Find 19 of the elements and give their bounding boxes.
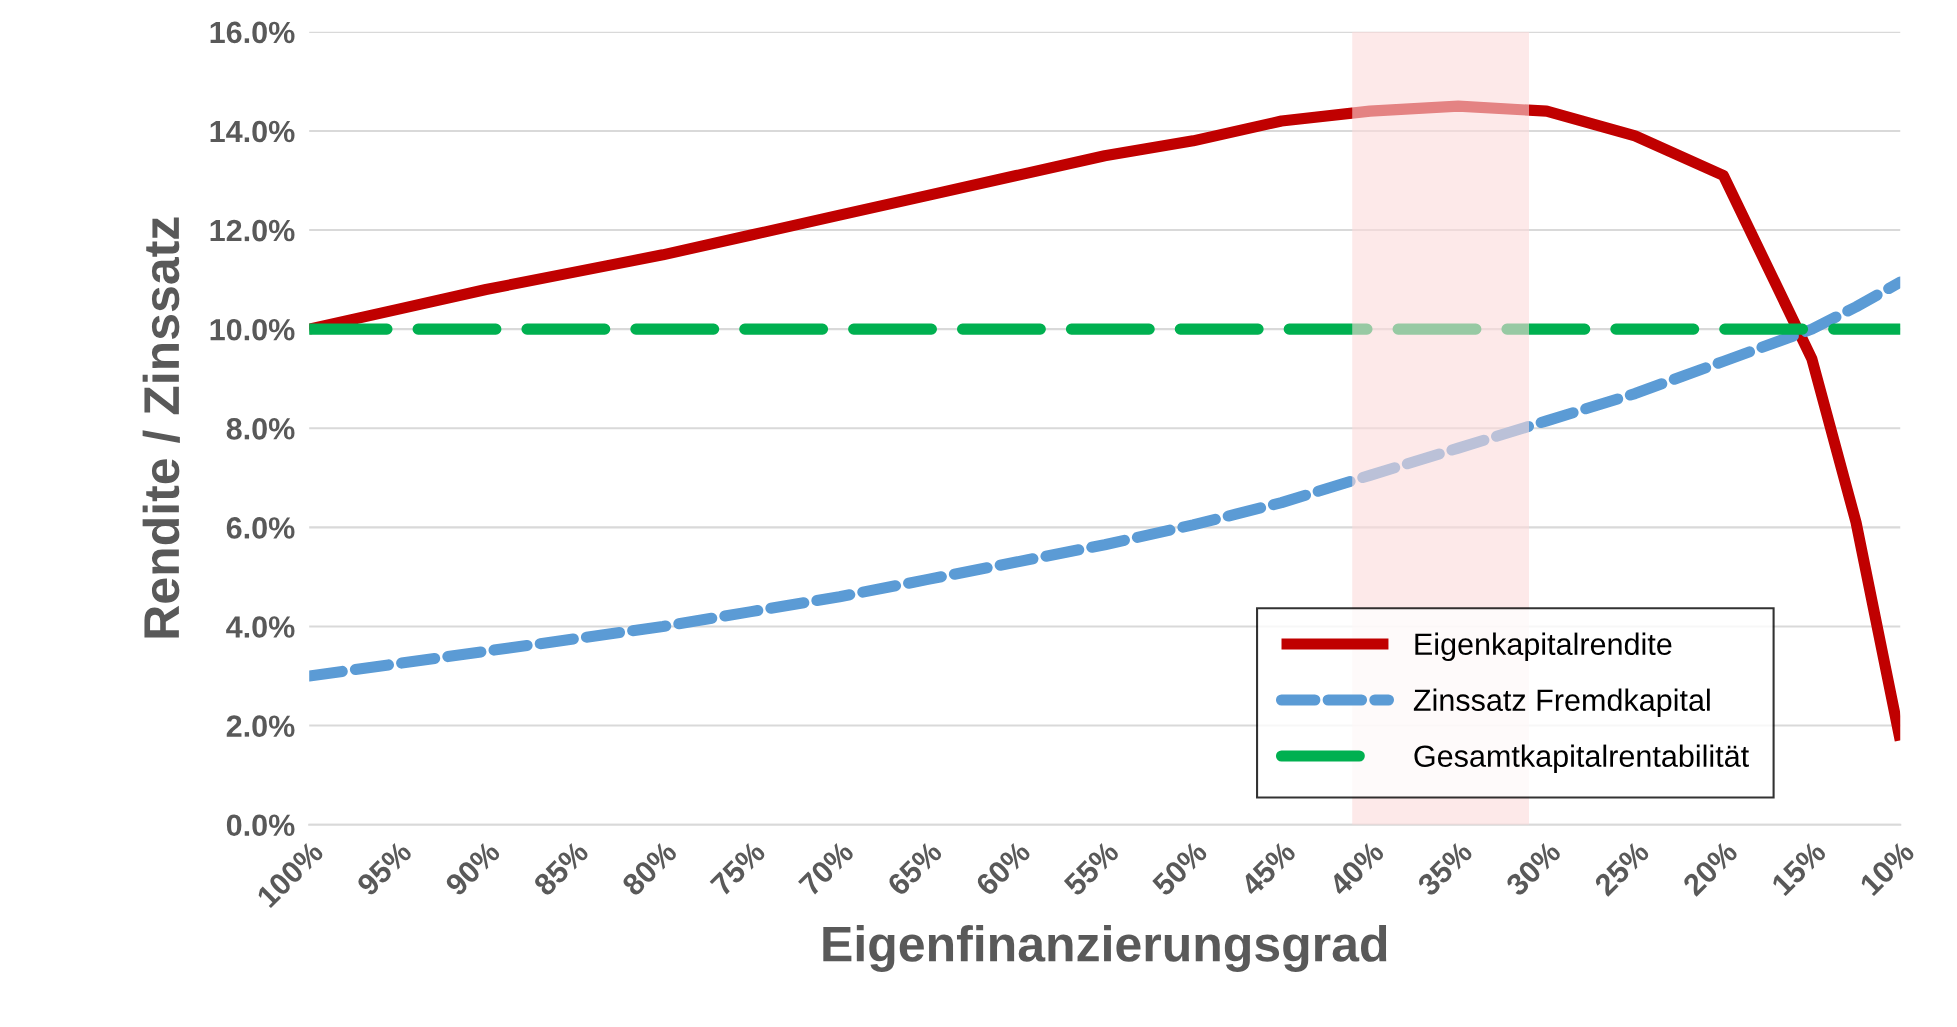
x-tick-label: 65% <box>886 839 944 897</box>
y-tick-label: 6.0% <box>226 517 295 539</box>
legend-label: Gesamtkapitalrentabilität <box>1414 744 1749 774</box>
legend-label: Eigenkapitalrendite <box>1415 632 1672 662</box>
y-tick-label: 10.0% <box>210 318 295 341</box>
y-tick-label: 16.0% <box>210 21 295 44</box>
y-tick-label: 0.0% <box>226 814 295 837</box>
y-tick-label: 14.0% <box>210 120 295 143</box>
y-tick-label: 8.0% <box>226 417 295 440</box>
x-axis-title: Eigenfinanzierungsgrad <box>823 925 1387 972</box>
legend-label: Zinssatz Fremdkapital <box>1413 688 1710 718</box>
y-tick-label: 2.0% <box>226 715 295 737</box>
y-tick-label: 12.0% <box>210 219 295 242</box>
x-tick-label: 60% <box>974 839 1032 897</box>
x-tick-label: 70% <box>797 839 855 897</box>
x-tick-label: 45% <box>1239 839 1297 898</box>
x-tick-label: 40% <box>1327 839 1386 898</box>
y-axis-title: Rendite / Zinssatz <box>142 217 180 638</box>
y-tick-label: 4.0% <box>226 616 295 638</box>
